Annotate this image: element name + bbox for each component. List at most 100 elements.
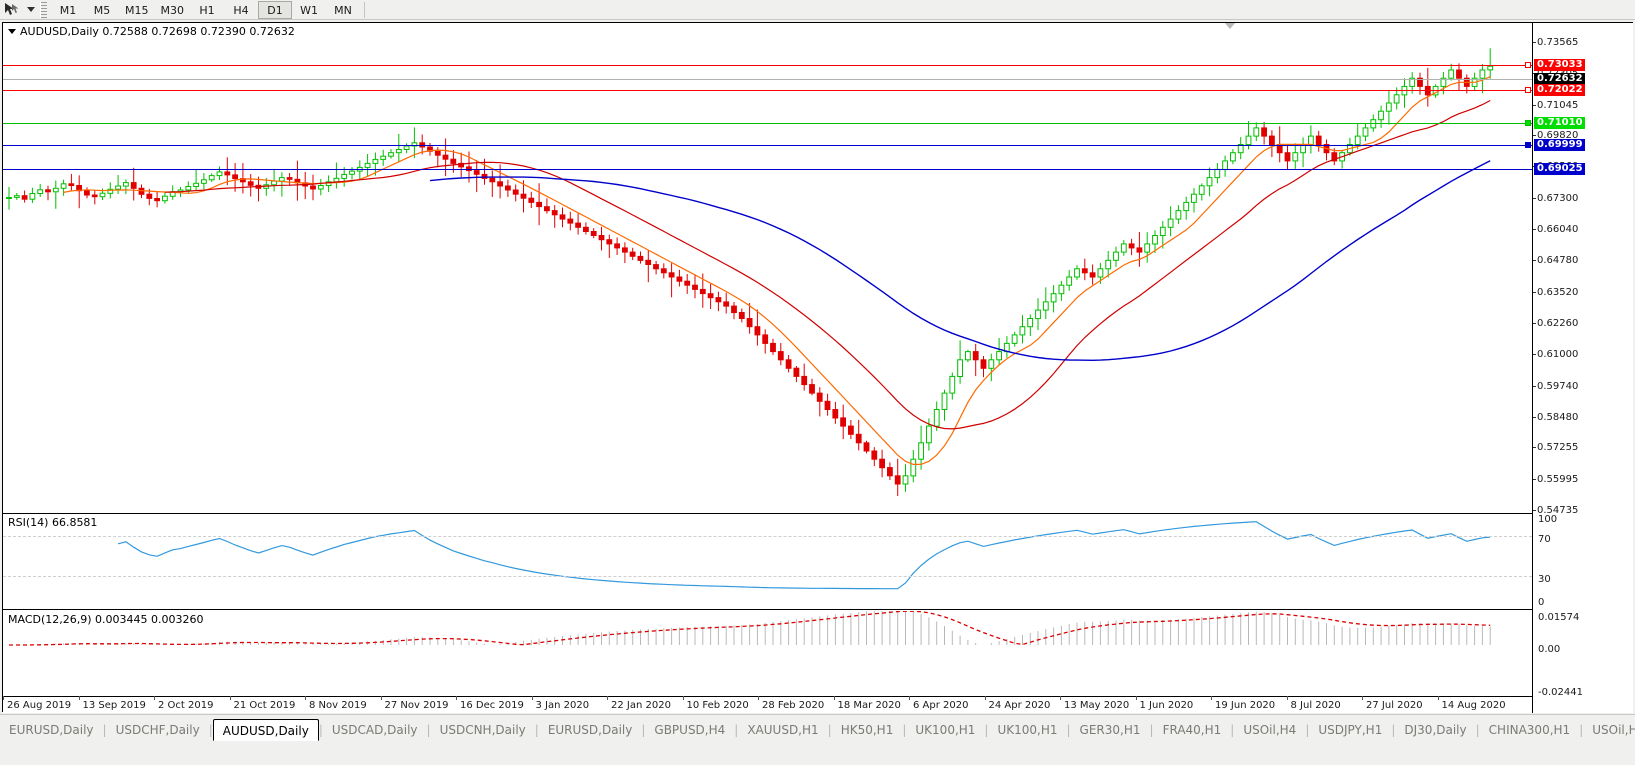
tab-divider: | — [1305, 723, 1310, 737]
date-tick-label: 8 Jul 2020 — [1290, 700, 1341, 711]
date-tick-mark — [1135, 696, 1137, 700]
support-line-green-handle[interactable] — [1525, 120, 1531, 126]
chart-tab-dj30-daily[interactable]: DJ30,Daily — [1404, 723, 1467, 737]
date-tick-label: 19 Jun 2020 — [1215, 700, 1276, 711]
cursor-tools-icon[interactable] — [2, 1, 24, 19]
price-level-badge-green[interactable]: 0.71010 — [1534, 117, 1585, 129]
symbol-header-text: AUDUSD,Daily 0.72588 0.72698 0.72390 0.7… — [20, 25, 295, 38]
timeframe-button-w1[interactable]: W1 — [300, 3, 318, 17]
chart-tab-gbpusd-h4[interactable]: GBPUSD,H4 — [654, 723, 726, 737]
timeframe-button-group: M1 M5 M15 M30 H1 H4 D1 W1 MN — [51, 0, 369, 19]
rsi-tick-label: 0 — [1538, 597, 1545, 608]
macd-tick-label: 0.01574 — [1538, 612, 1580, 623]
date-tick-mark — [1362, 696, 1363, 700]
chart-tab-uk100-h1[interactable]: UK100,H1 — [997, 723, 1058, 737]
tab-divider: | — [827, 723, 832, 737]
tab-divider: | — [102, 723, 107, 737]
date-tick-mark — [78, 696, 80, 700]
support-line-blue-1-handle[interactable] — [1525, 142, 1531, 148]
macd-pane[interactable]: MACD(12,26,9) 0.003445 0.003260 — [3, 611, 1532, 696]
chart-tab-china300-h1[interactable]: CHINA300,H1 — [1488, 723, 1571, 737]
date-tick-mark — [3, 696, 4, 700]
price-scale[interactable]: 0.735650.723050.710450.698200.685600.673… — [1532, 23, 1633, 713]
timeframe-button-m30[interactable]: M30 — [160, 3, 185, 17]
date-tick-label: 18 Mar 2020 — [837, 700, 901, 711]
macd-tick-label: -0.02441 — [1538, 687, 1583, 698]
price-level-badge-black[interactable]: 0.72632 — [1534, 73, 1585, 85]
timeframe-button-h1[interactable]: H1 — [199, 3, 215, 17]
price-tick-mark — [1533, 354, 1536, 356]
date-tick-mark — [1286, 696, 1288, 700]
resistance-line-2[interactable] — [3, 90, 1532, 91]
date-tick-label: 27 Jul 2020 — [1366, 700, 1423, 711]
date-tick-label: 24 Apr 2020 — [988, 700, 1051, 711]
timeframe-button-d1[interactable]: D1 — [258, 0, 292, 19]
resistance-line-1-handle[interactable] — [1525, 62, 1531, 68]
chart-tab-eurusd-daily[interactable]: EURUSD,Daily — [9, 723, 94, 737]
price-level-badge-red[interactable]: 0.73033 — [1534, 59, 1585, 71]
chart-scroll-marker[interactable] — [1225, 23, 1235, 29]
date-tick-mark — [531, 696, 533, 700]
tab-divider: | — [902, 723, 907, 737]
price-level-badge-blue[interactable]: 0.69025 — [1534, 163, 1585, 175]
tab-divider: | — [1391, 723, 1396, 737]
tab-divider: | — [1066, 723, 1071, 737]
chevron-down-icon[interactable] — [8, 29, 16, 34]
timeframe-button-m5[interactable]: M5 — [93, 3, 111, 17]
date-tick-mark — [758, 696, 759, 700]
date-tick-label: 22 Jan 2020 — [611, 700, 671, 711]
date-tick-label: 13 May 2020 — [1064, 700, 1130, 711]
chart-tabs: EURUSD,Daily | USDCHF,Daily | AUDUSD,Daily | U… — [0, 719, 1635, 741]
support-line-blue-2[interactable] — [3, 169, 1532, 170]
chart-tab-usoil-h1[interactable]: USOil,H1 — [1592, 723, 1635, 737]
date-tick-label: 3 Jan 2020 — [535, 700, 590, 711]
date-tick-mark — [682, 696, 684, 700]
macd-tick-label: 0.00 — [1538, 644, 1561, 655]
price-pane[interactable]: AUDUSD,Daily 0.72588 0.72698 0.72390 0.7… — [3, 23, 1532, 512]
chart-tab-usdjpy-h1[interactable]: USDJPY,H1 — [1318, 723, 1383, 737]
chart-tab-xauusd-h1[interactable]: XAUUSD,H1 — [747, 723, 819, 737]
price-tick-label: 0.55995 — [1533, 474, 1578, 485]
timeframe-button-m1[interactable]: M1 — [59, 3, 77, 17]
support-line-green[interactable] — [3, 123, 1532, 124]
date-tick-mark — [607, 696, 608, 700]
chart-tab-eurusd-daily[interactable]: EURUSD,Daily — [547, 723, 633, 737]
price-tick-label: 0.59740 — [1533, 381, 1578, 392]
cursor-dropdown-icon[interactable] — [27, 7, 35, 12]
tab-divider: | — [1230, 723, 1235, 737]
timeframe-button-h4[interactable]: H4 — [233, 3, 249, 17]
chart-tab-uk100-h1[interactable]: UK100,H1 — [915, 723, 976, 737]
chart-tab-ger30-h1[interactable]: GER30,H1 — [1079, 723, 1141, 737]
date-tick-mark — [1211, 696, 1212, 700]
toolbar-grip[interactable] — [40, 1, 47, 18]
date-tick-label: 21 Oct 2019 — [233, 700, 296, 711]
chart-tab-usoil-h4[interactable]: USOil,H4 — [1243, 723, 1297, 737]
timeframe-button-mn[interactable]: MN — [334, 3, 352, 17]
price-tick-label: 0.58480 — [1533, 412, 1578, 423]
price-tick-label: 0.57255 — [1533, 443, 1578, 453]
chart-tab-fra40-h1[interactable]: FRA40,H1 — [1162, 723, 1222, 737]
chart-tab-usdcnh-daily[interactable]: USDCNH,Daily — [439, 723, 526, 737]
price-level-badge-red[interactable]: 0.72022 — [1534, 84, 1585, 96]
date-tick-mark — [1437, 696, 1439, 700]
chart-tab-usdchf-daily[interactable]: USDCHF,Daily — [115, 723, 200, 737]
support-line-blue-1[interactable] — [3, 145, 1532, 146]
resistance-line-1[interactable] — [3, 65, 1532, 66]
chart-tab-usdcad-daily[interactable]: USDCAD,Daily — [331, 723, 418, 737]
chart-tab-audusd-daily[interactable]: AUDUSD,Daily — [212, 719, 319, 741]
tab-divider: | — [1475, 723, 1480, 737]
price-tick-label: 0.54735 — [1533, 506, 1578, 516]
price-tick-mark — [1533, 447, 1536, 449]
chart-area[interactable]: AUDUSD,Daily 0.72588 0.72698 0.72390 0.7… — [2, 22, 1633, 713]
resistance-line-2-handle[interactable] — [1525, 87, 1531, 93]
price-tick-mark — [1533, 104, 1536, 106]
timeframe-button-m15[interactable]: M15 — [125, 3, 149, 17]
price-tick-label: 0.71045 — [1533, 100, 1578, 111]
tab-divider: | — [534, 723, 539, 737]
price-level-badge-blue[interactable]: 0.69999 — [1534, 139, 1585, 151]
date-axis[interactable]: 26 Aug 2019 13 Sep 2019 2 Oct 2019 21 Oct 2… — [3, 696, 1532, 713]
chart-tab-hk50-h1[interactable]: HK50,H1 — [840, 723, 894, 737]
price-tick-mark — [1533, 260, 1536, 262]
rsi-pane[interactable]: RSI(14) 66.8581 — [3, 513, 1532, 610]
